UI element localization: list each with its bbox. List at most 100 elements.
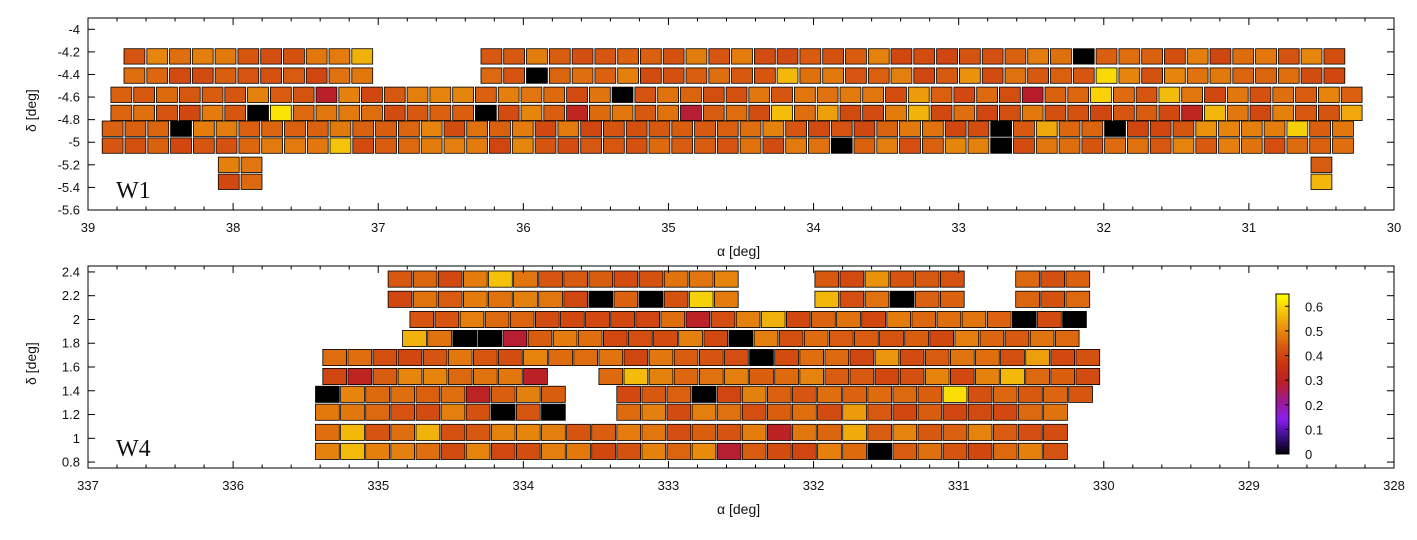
pointing-tile [867,442,892,460]
pointing-tile [543,104,566,121]
pointing-tile [422,367,448,385]
pointing-tile [724,367,749,385]
colorbar-segment [1276,326,1289,329]
pointing-tile [488,270,513,288]
pointing-tile [237,48,260,65]
colorbar-segment [1276,358,1289,361]
pointing-tile [1072,48,1095,65]
pointing-tile [735,310,761,328]
pointing-tile [603,329,628,347]
pointing-tile [625,137,648,154]
pointing-tile [842,423,867,441]
pointing-tile [1068,385,1093,403]
pointing-tile [329,120,352,137]
colorbar-segment [1276,452,1289,455]
pointing-tile [1135,86,1158,103]
x-tick-label: 337 [77,478,99,493]
pointing-tile [1195,120,1218,137]
pointing-tile [688,270,714,288]
pointing-tile [1000,348,1025,366]
pointing-tile [1204,86,1226,103]
pointing-tile [824,348,850,366]
pointing-tile [1043,403,1068,421]
pointing-tile [944,120,967,137]
pointing-tile [811,310,836,328]
pointing-tile [383,104,406,121]
pointing-tile [214,67,237,84]
colorbar-segment [1276,374,1289,377]
x-tick-label: 328 [1383,478,1405,493]
pointing-tile [876,137,899,154]
pointing-tile [767,423,792,441]
pointing-tile [1149,120,1172,137]
pointing-tile [660,310,686,328]
pointing-tile [1255,48,1277,65]
pointing-tile [170,137,192,154]
pointing-tile [725,104,748,121]
pointing-tile [101,120,124,137]
pointing-tile [347,348,373,366]
colorbar-segment [1276,416,1289,419]
pointing-tile [691,442,717,460]
x-tick-label: 335 [367,478,389,493]
pointing-tile [1018,385,1043,403]
pointing-tile [365,442,390,460]
pointing-tile [124,137,147,154]
pointing-tile [1118,67,1141,84]
pointing-tile [340,385,365,403]
pointing-tile [953,104,976,121]
pointing-tile [1186,67,1209,84]
pointing-tile [415,385,441,403]
pointing-tile [716,423,742,441]
pointing-tile [680,86,702,103]
pointing-tile [890,67,913,84]
pointing-tile [452,329,477,347]
pointing-tile [714,270,739,288]
pointing-tile [1050,67,1072,84]
pointing-tile [1172,120,1195,137]
pointing-tile [924,348,950,366]
x-tick-label: 34 [806,220,820,235]
pointing-tile [472,348,498,366]
pointing-tile [338,104,361,121]
pointing-tile [653,329,678,347]
pointing-tile [890,48,913,65]
pointing-tile [420,120,443,137]
pointing-tile [762,120,785,137]
pointing-tile [708,67,731,84]
pointing-tile [535,310,560,328]
pointing-tile [284,137,306,154]
pointing-tile [489,137,511,154]
pointing-tile [322,348,347,366]
pointing-tile [520,86,543,103]
pointing-tile [511,120,534,137]
pointing-tile [817,442,842,460]
pointing-tile [771,86,793,103]
colorbar-frame [1275,293,1290,455]
colorbar-segment [1276,366,1289,369]
pointing-tile [178,104,201,121]
colorbar-segment [1276,338,1289,341]
panel-w1: 39 38 37 36 35 34 33 32 31 30 -4 -4.2 -4.4 -4.6 -4.8 -5… [23,17,1401,259]
pointing-tile [1240,120,1263,137]
pointing-tile [588,290,614,308]
pointing-tile [465,423,491,441]
pointing-tile [1058,120,1081,137]
pointing-tile [967,423,993,441]
pointing-tile [474,86,497,103]
colorbar-segment [1276,372,1289,375]
pointing-tile [940,290,965,308]
pointing-tile [443,137,466,154]
pointing-tile [516,385,541,403]
pointing-tile [930,104,953,121]
colorbar-tick-label: 0.6 [1305,299,1323,314]
y-axis-label: δ [deg] [23,89,39,132]
pointing-tile [774,367,799,385]
pointing-tile [283,48,305,65]
pointing-tile [387,290,413,308]
pointing-tile [472,367,498,385]
pointing-tile [666,423,692,441]
pointing-tile [566,423,591,441]
colorbar-segment [1276,360,1289,363]
pointing-tile [876,120,899,137]
